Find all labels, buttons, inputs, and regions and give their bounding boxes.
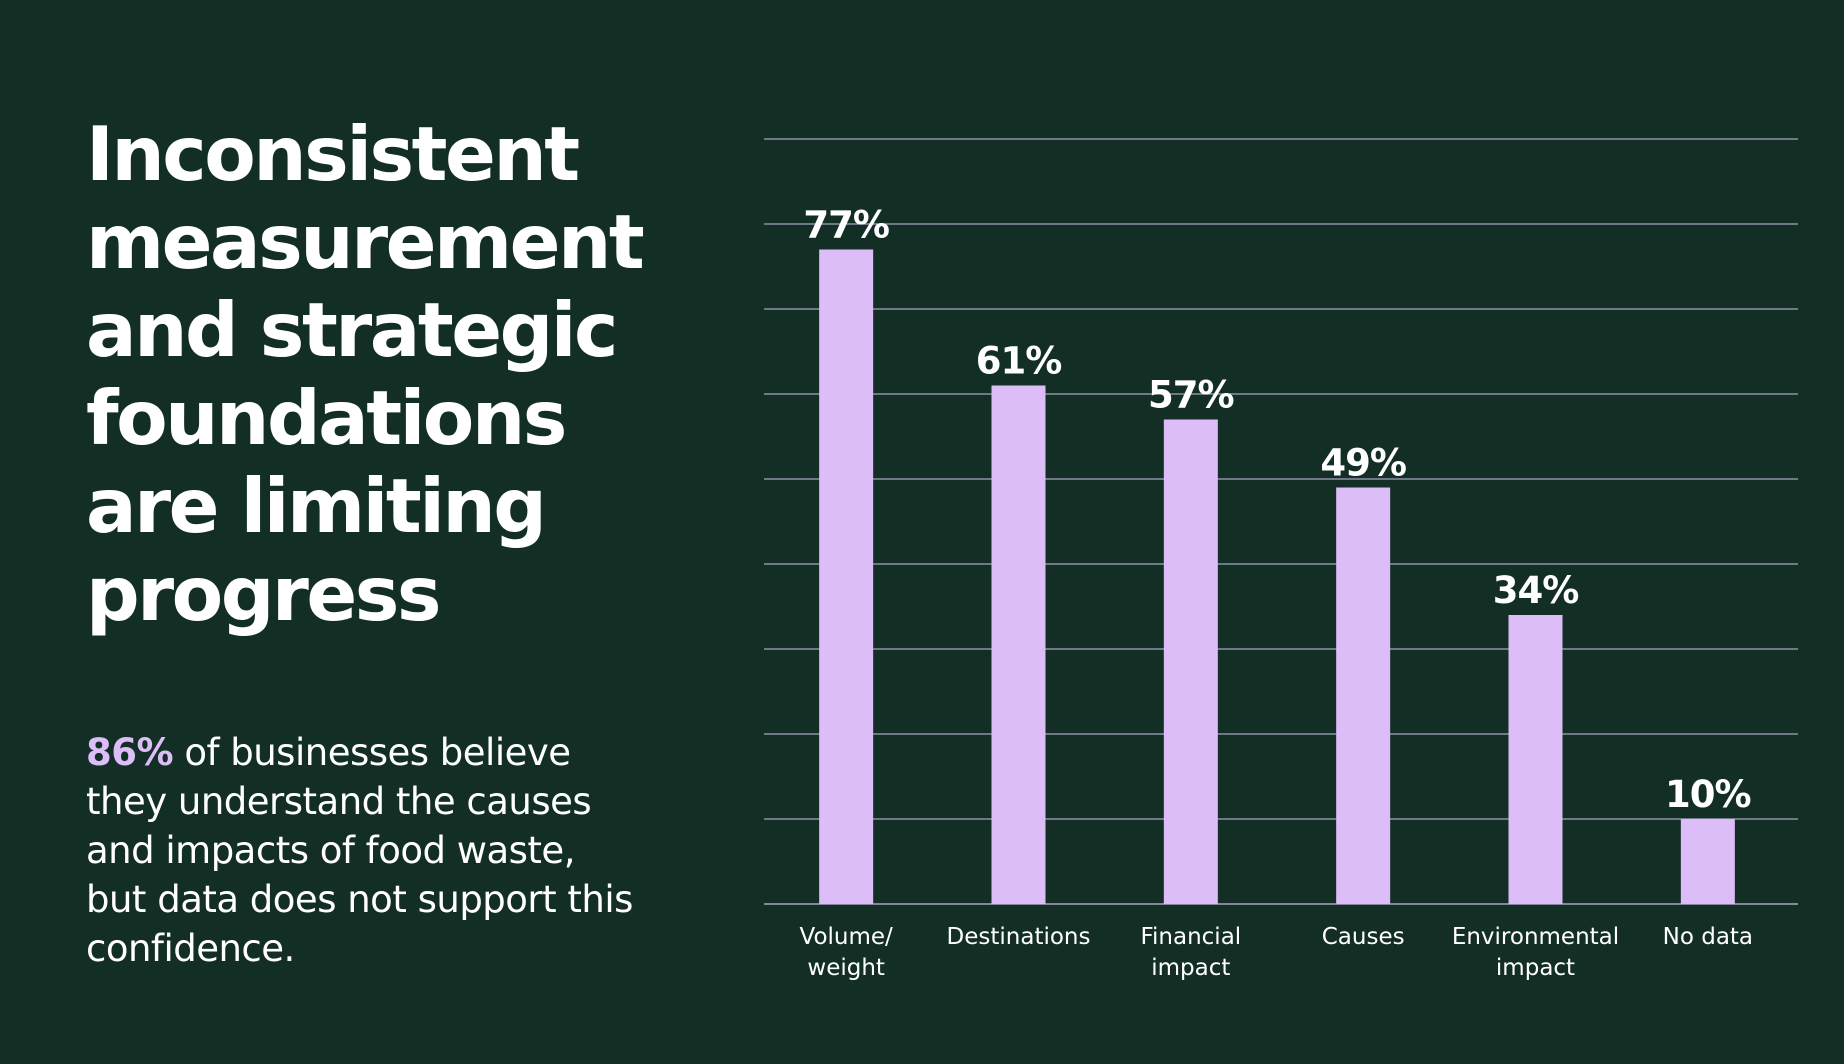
headline-line: are limiting: [86, 462, 547, 550]
bars: [819, 249, 1735, 904]
value-label: 61%: [976, 340, 1062, 383]
category-labels: Volume/weight Destinations Financial impact…: [800, 924, 1754, 981]
value-labels: 77% 61% 57% 49% 34% 10%: [803, 204, 1751, 817]
category-label: Causes: [1322, 924, 1405, 950]
bar: [991, 385, 1046, 904]
bar: [819, 249, 874, 904]
gridlines: [764, 138, 1798, 905]
category-label: impact: [1496, 955, 1575, 981]
value-label: 57%: [1148, 374, 1234, 417]
value-label: 10%: [1665, 773, 1751, 816]
category-label: Environmental: [1452, 924, 1619, 950]
body-highlight-stat: 86%: [86, 731, 174, 774]
value-label: 49%: [1320, 442, 1406, 485]
body-text: 86% of businesses believe they understan…: [86, 728, 646, 973]
category-label: impact: [1151, 955, 1230, 981]
bar: [1163, 419, 1218, 904]
category-label: No data: [1663, 924, 1753, 950]
body-text-rest: of businesses believe they understand th…: [86, 731, 633, 970]
headline-line: Inconsistent: [86, 110, 580, 198]
bar: [1336, 487, 1391, 904]
category-label: Volume/: [800, 924, 894, 950]
value-label: 77%: [803, 204, 889, 247]
bar: [1680, 819, 1735, 904]
bar: [1508, 615, 1563, 904]
category-label: weight: [807, 955, 885, 981]
headline-line: progress: [86, 550, 442, 638]
category-label: Financial: [1140, 924, 1241, 950]
headline-line: measurement: [86, 198, 645, 286]
value-label: 34%: [1493, 569, 1579, 612]
headline-line: and strategic: [86, 286, 618, 374]
headline-line: foundations: [86, 374, 567, 462]
headline: Inconsistent measurement and strategic f…: [86, 110, 646, 638]
category-label: Destinations: [947, 924, 1091, 950]
